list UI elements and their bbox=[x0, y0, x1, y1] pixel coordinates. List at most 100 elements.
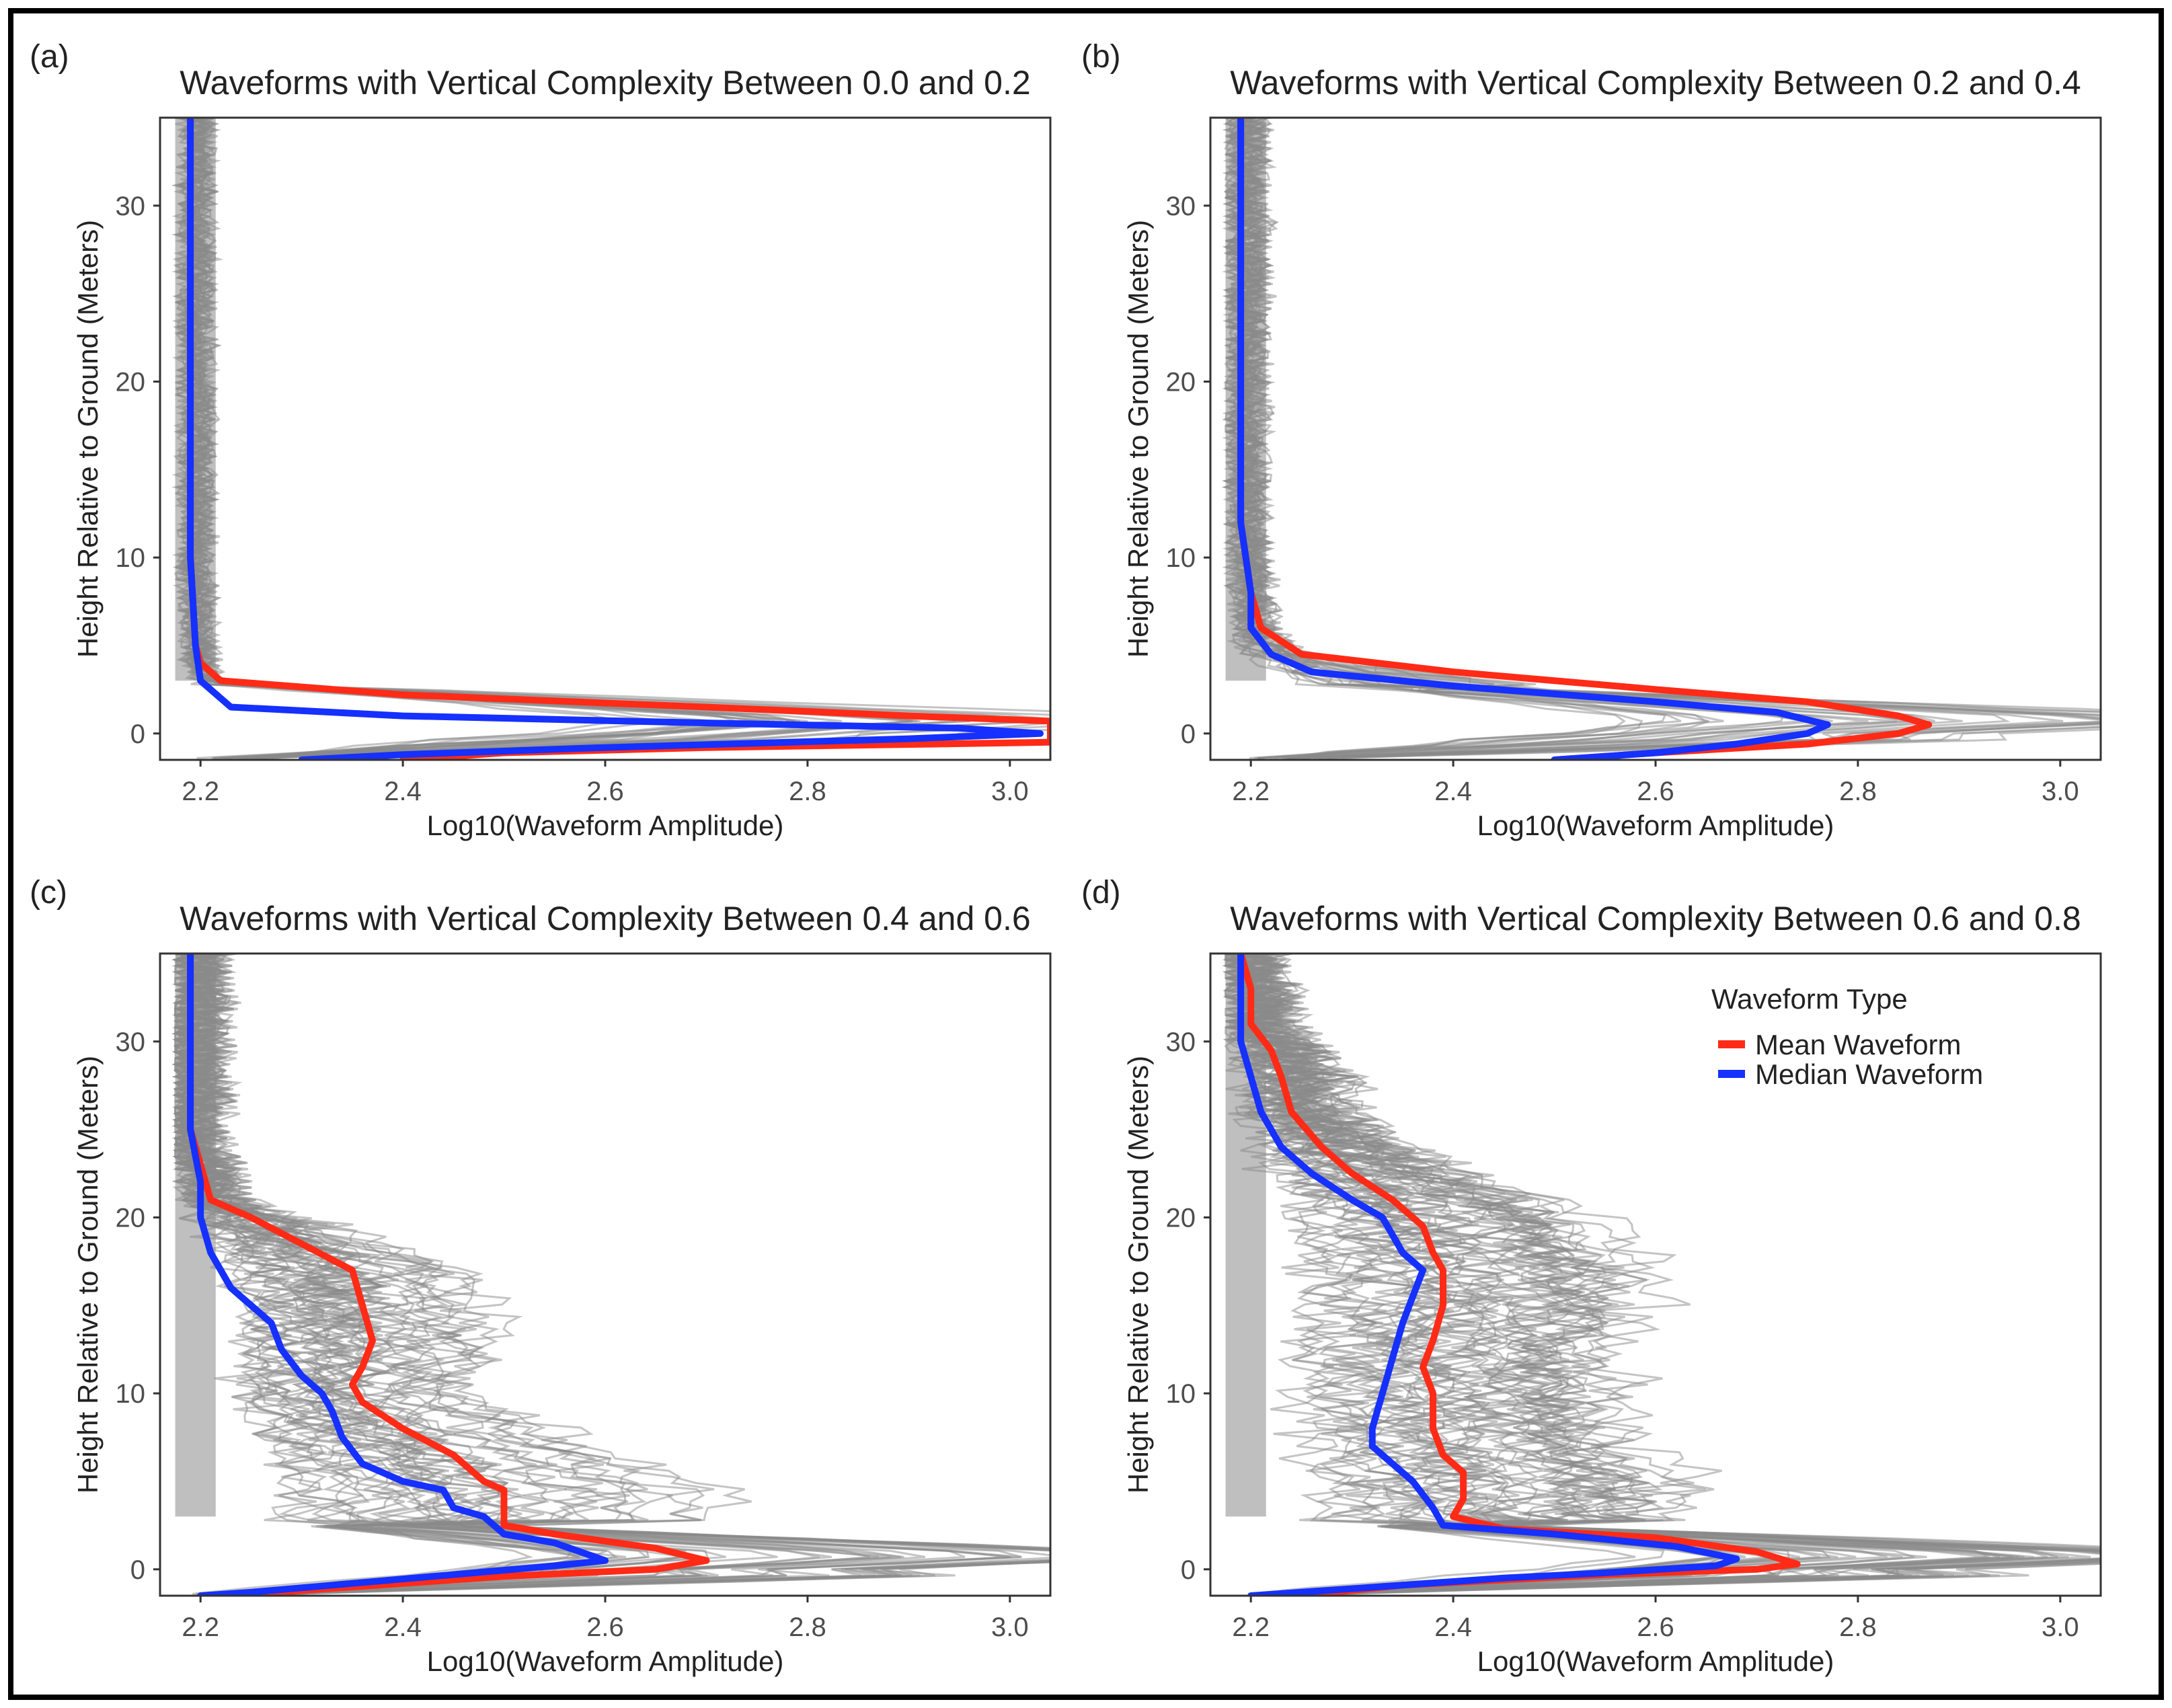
legend: Waveform Type Mean Waveform Median Wavef… bbox=[1711, 983, 1983, 1090]
mean-waveform-line-a bbox=[187, 118, 1050, 760]
individual-waveform-a bbox=[172, 118, 956, 759]
x-tick-label: 2.4 bbox=[384, 777, 422, 806]
individual-waveform-a bbox=[173, 118, 770, 759]
panel-c: (c) Waveforms with Vertical Complexity B… bbox=[30, 875, 1052, 1677]
waveform-density-band-c bbox=[175, 954, 216, 1517]
panel-b: (b) Waveforms with Vertical Complexity B… bbox=[1081, 39, 2102, 841]
panel-label-a: (a) bbox=[30, 39, 69, 75]
individual-waveform-d bbox=[1225, 954, 2091, 1595]
y-tick-label: 10 bbox=[116, 1379, 146, 1409]
individual-waveform-a bbox=[171, 118, 970, 759]
individual-waveform-d bbox=[1222, 954, 2101, 1595]
y-tick-label: 10 bbox=[116, 543, 146, 573]
individual-waveform-c bbox=[172, 954, 1021, 1595]
figure-border bbox=[8, 8, 2164, 1700]
mean-waveform-line-c bbox=[187, 954, 710, 1596]
median-waveform-line-a bbox=[187, 118, 1044, 760]
x-tick-label: 3.0 bbox=[991, 1613, 1029, 1642]
x-tick-label: 2.6 bbox=[586, 777, 624, 806]
x-tick-label: 2.4 bbox=[1434, 1613, 1472, 1642]
individual-waveform-a bbox=[171, 118, 1050, 759]
x-tick-label: 3.0 bbox=[2042, 1613, 2079, 1642]
y-tick-label: 0 bbox=[130, 1555, 145, 1585]
x-axis-label-a: Log10(Waveform Amplitude) bbox=[427, 810, 784, 841]
individual-waveform-a bbox=[176, 118, 1042, 759]
individual-waveform-d bbox=[1225, 954, 1903, 1595]
x-axis-label-c: Log10(Waveform Amplitude) bbox=[427, 1645, 784, 1677]
x-tick-label: 2.2 bbox=[1232, 777, 1270, 806]
individual-waveform-a bbox=[175, 118, 913, 759]
individual-waveform-d bbox=[1225, 954, 1718, 1595]
individual-waveform-d bbox=[1222, 954, 2048, 1595]
y-ticks-d: 0 10 20 30 bbox=[1166, 1027, 1210, 1585]
individual-waveforms-c bbox=[171, 954, 1050, 1595]
legend-label-median: Median Waveform bbox=[1755, 1058, 1983, 1090]
x-tick-label: 2.4 bbox=[1434, 777, 1472, 806]
individual-waveform-a bbox=[173, 118, 1050, 759]
x-ticks-c: 2.2 2.4 2.6 2.8 3.0 bbox=[182, 1596, 1029, 1642]
x-tick-label: 3.0 bbox=[2042, 777, 2079, 806]
x-tick-label: 2.8 bbox=[1839, 1613, 1877, 1642]
individual-waveform-d bbox=[1223, 954, 2101, 1595]
individual-waveform-a bbox=[172, 118, 736, 759]
individual-waveform-a bbox=[174, 118, 783, 759]
y-axis-label-d: Height Relative to Ground (Meters) bbox=[1122, 1056, 1154, 1493]
panel-label-b: (b) bbox=[1081, 39, 1121, 75]
y-tick-label: 20 bbox=[1166, 1203, 1196, 1233]
chart-title-c: Waveforms with Vertical Complexity Betwe… bbox=[180, 900, 1030, 937]
plot-frame-a bbox=[159, 116, 1052, 761]
series-lines-c bbox=[187, 954, 710, 1596]
individual-waveform-c bbox=[173, 954, 871, 1595]
y-axis-label-b: Height Relative to Ground (Meters) bbox=[1122, 220, 1154, 658]
x-tick-label: 2.8 bbox=[1839, 777, 1877, 806]
panel-label-c: (c) bbox=[30, 875, 67, 910]
legend-label-mean: Mean Waveform bbox=[1755, 1029, 1962, 1060]
x-tick-label: 2.2 bbox=[1232, 1613, 1270, 1642]
individual-waveform-a bbox=[171, 118, 796, 759]
individual-waveform-a bbox=[171, 118, 666, 759]
individual-waveform-a bbox=[171, 118, 808, 759]
legend-title: Waveform Type bbox=[1711, 983, 1908, 1015]
individual-waveform-a bbox=[171, 118, 764, 759]
individual-waveforms-b bbox=[1221, 118, 2101, 759]
y-tick-label: 20 bbox=[116, 1203, 146, 1233]
x-tick-label: 2.6 bbox=[586, 1613, 624, 1642]
individual-waveform-a bbox=[175, 118, 921, 759]
individual-waveform-a bbox=[178, 118, 800, 759]
x-tick-label: 2.6 bbox=[1637, 777, 1674, 806]
individual-waveform-a bbox=[171, 118, 918, 759]
individual-waveform-a bbox=[173, 118, 775, 759]
y-axis-label-a: Height Relative to Ground (Meters) bbox=[72, 220, 104, 658]
individual-waveforms-a bbox=[171, 118, 1050, 759]
individual-waveform-a bbox=[173, 118, 1050, 759]
individual-waveform-a bbox=[175, 118, 843, 759]
y-ticks-c: 0 10 20 30 bbox=[116, 1027, 160, 1585]
waveform-density-band-a bbox=[175, 118, 216, 681]
y-ticks-a: 0 10 20 30 bbox=[116, 192, 160, 749]
individual-waveform-a bbox=[171, 118, 913, 759]
y-tick-label: 10 bbox=[1166, 1379, 1196, 1409]
individual-waveform-a bbox=[171, 118, 1043, 759]
individual-waveform-a bbox=[173, 118, 620, 759]
individual-waveform-a bbox=[171, 118, 715, 759]
chart-title-a: Waveforms with Vertical Complexity Betwe… bbox=[180, 64, 1030, 102]
y-ticks-b: 0 10 20 30 bbox=[1166, 192, 1210, 749]
y-tick-label: 0 bbox=[130, 720, 145, 749]
y-tick-label: 0 bbox=[1181, 1555, 1196, 1585]
individual-waveform-c bbox=[171, 954, 580, 1595]
individual-waveforms-d bbox=[1222, 954, 2101, 1595]
chart-title-d: Waveforms with Vertical Complexity Betwe… bbox=[1230, 900, 2081, 937]
y-tick-label: 10 bbox=[1166, 543, 1196, 573]
x-tick-label: 2.2 bbox=[182, 777, 219, 806]
x-tick-label: 2.8 bbox=[789, 777, 826, 806]
waveform-density-band-b bbox=[1225, 118, 1266, 681]
x-tick-label: 2.2 bbox=[182, 1613, 219, 1642]
x-tick-label: 2.4 bbox=[384, 1613, 422, 1642]
x-axis-label-d: Log10(Waveform Amplitude) bbox=[1477, 1645, 1834, 1677]
chart-title-b: Waveforms with Vertical Complexity Betwe… bbox=[1230, 64, 2081, 102]
x-tick-label: 2.8 bbox=[789, 1613, 826, 1642]
panel-d: (d) Waveforms with Vertical Complexity B… bbox=[1081, 875, 2102, 1677]
panel-label-d: (d) bbox=[1081, 875, 1121, 910]
series-lines-b bbox=[1237, 118, 1933, 760]
